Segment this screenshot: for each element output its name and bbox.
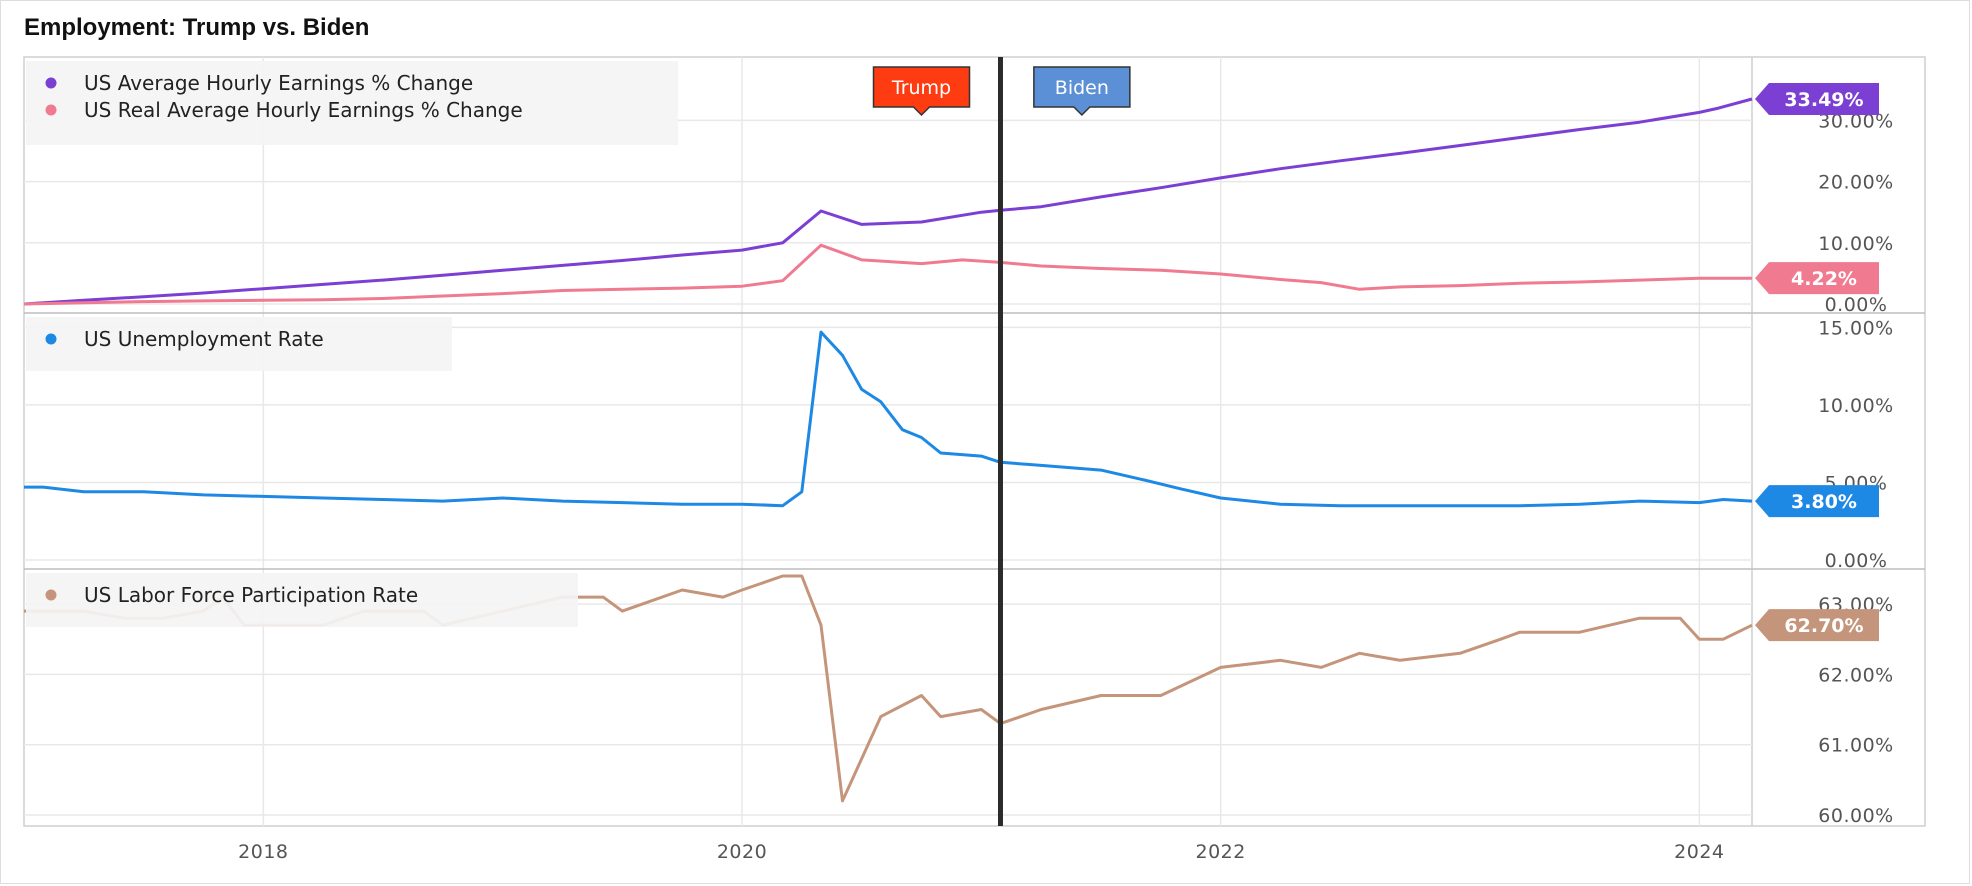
y-tick-label: 60.00% (1818, 805, 1893, 827)
series-line-earnings-1 (23, 243, 1753, 306)
y-tick-label: 15.00% (1818, 317, 1893, 339)
y-tick-label: 61.00% (1818, 735, 1893, 757)
legend-marker (45, 333, 57, 345)
last-value-badge (1755, 609, 1879, 642)
legend-marker (45, 77, 57, 89)
legend-label: US Unemployment Rate (84, 327, 324, 351)
last-value-badge (1755, 83, 1879, 115)
x-tick-label: 2018 (238, 841, 288, 863)
annotation-flag-trump (872, 66, 971, 117)
last-value-label: 62.70% (1784, 615, 1863, 637)
label-layer: 2018 2020 2022 20240.00%10.00%20.00%30.00%3… (238, 83, 1893, 863)
x-tick-label: 2022 (1195, 841, 1245, 863)
y-tick-label: 10.00% (1818, 233, 1893, 255)
y-tick-label: 20.00% (1818, 172, 1893, 194)
last-value-badge (1755, 485, 1879, 518)
x-tick-label: 2020 (717, 841, 767, 863)
last-value-badge (1755, 262, 1879, 295)
chart-title: Employment: Trump vs. Biden (24, 14, 370, 41)
y-tick-label: 0.00% (1825, 294, 1888, 316)
legend-layer: US Average Hourly Earnings % Change US Re… (26, 61, 678, 627)
legend-label: US Real Average Hourly Earnings % Change (84, 98, 523, 122)
y-tick-label: 10.00% (1818, 395, 1893, 417)
last-value-label: 4.22% (1791, 268, 1857, 290)
legend-box (26, 573, 578, 627)
x-tick-label: 2024 (1674, 841, 1724, 863)
y-tick-label: 62.00% (1818, 664, 1893, 686)
legend-box (26, 317, 452, 371)
y-tick-label: 30.00% (1818, 110, 1893, 132)
last-value-label: 3.80% (1791, 491, 1857, 513)
legend-marker (45, 104, 57, 116)
legend-box (26, 61, 678, 145)
legend-marker (45, 589, 57, 601)
legend-label: US Average Hourly Earnings % Change (84, 71, 473, 95)
last-value-label: 33.49% (1784, 89, 1863, 111)
plot-border (23, 56, 1926, 827)
annotation-label: Trump (891, 77, 951, 99)
annotation-flag-biden (1033, 66, 1131, 117)
legend-label: US Labor Force Participation Rate (84, 583, 418, 607)
series-line-unemployment-0 (24, 330, 1753, 508)
series-layer (23, 97, 1753, 803)
annotation-label: Biden (1055, 77, 1109, 99)
y-tick-label: 0.00% (1825, 550, 1888, 572)
series-line-earnings-0 (23, 97, 1753, 306)
annotation-layer: Trump Biden (872, 66, 1131, 117)
